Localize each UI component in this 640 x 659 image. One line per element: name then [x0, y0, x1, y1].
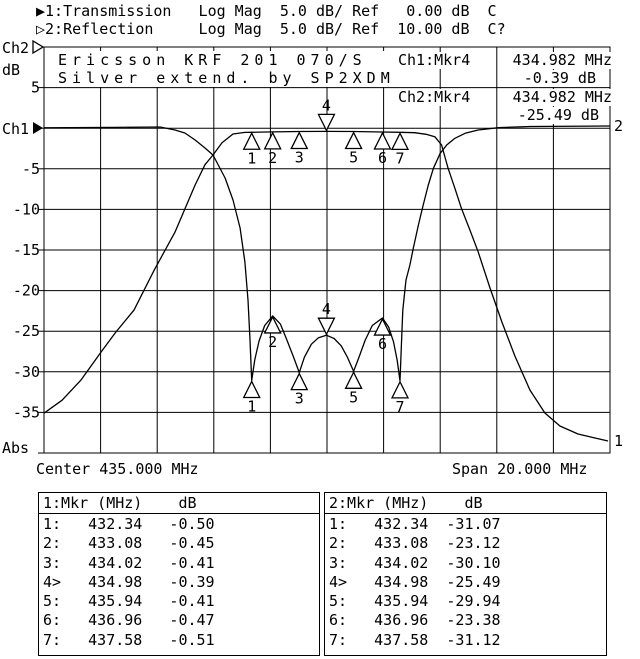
marker-icon: [290, 372, 309, 391]
trace-title-box: Ericsson KRF 201 070/S Silver extend. by…: [56, 51, 397, 87]
table-row: 6: 436.96 -0.47: [43, 611, 215, 630]
svg-text:4: 4: [322, 300, 331, 318]
marker-icon: [344, 131, 363, 150]
channel-2-header: ▷2:Reflection Log Mag 5.0 dB/ Ref 10.00 …: [36, 20, 506, 38]
channel-1-header: ▶1:Transmission Log Mag 5.0 dB/ Ref 0.00…: [36, 2, 497, 20]
markers-ch1: 1 2 3 4 5 6 7: [242, 96, 410, 167]
table-row: 6: 436.96 -23.38: [329, 611, 501, 630]
svg-text:-5: -5: [22, 160, 40, 178]
svg-text:2: 2: [268, 333, 277, 351]
ch1-marker-readout-label: Ch1:Mkr4: [398, 51, 471, 69]
marker-icon: [242, 380, 261, 399]
marker-icon: [373, 317, 392, 336]
marker-table-ch2-body: 1: 432.34 -31.07 2: 433.08 -23.12 3: 434.0…: [325, 514, 606, 650]
table-row: 7: 437.58 -31.12: [329, 630, 501, 649]
marker-icon: [390, 380, 410, 399]
table-row: 7: 437.58 -0.51: [43, 630, 215, 649]
ch2-ref-arrow-icon: [32, 39, 45, 55]
trace-end-label-ch1: 1: [614, 432, 623, 450]
svg-text:-15: -15: [13, 241, 40, 259]
svg-text:2: 2: [614, 117, 623, 135]
span-frequency-label: Span 20.000 MHz: [452, 460, 588, 478]
svg-text:5: 5: [349, 149, 358, 167]
svg-text:2: 2: [268, 149, 277, 167]
svg-text:1: 1: [247, 149, 256, 167]
table-row: 3: 434.02 -0.41: [43, 553, 215, 572]
table-row: 5: 435.94 -0.41: [43, 592, 215, 611]
svg-text:7: 7: [395, 398, 404, 416]
table-row: 5: 435.94 -29.94: [329, 592, 501, 611]
table-row: 1: 432.34 -0.50: [43, 515, 215, 533]
marker-icon: [390, 131, 410, 150]
ch1-ref-arrow-icon: [33, 122, 43, 134]
marker-table-ch1-body: 1: 432.34 -0.50 2: 433.08 -0.45 3: 434.02 …: [39, 514, 319, 650]
table-row: 2: 433.08 -23.12: [329, 534, 501, 553]
svg-text:-30: -30: [13, 363, 40, 381]
trace-title: Ericsson KRF 201 070/S: [56, 51, 397, 69]
marker-icon: [373, 131, 392, 150]
svg-text:5: 5: [349, 388, 358, 406]
ch2-marker-readout-label: Ch2:Mkr4: [398, 88, 471, 106]
marker-table-ch1-header: 1:Mkr (MHz) dB: [39, 493, 319, 514]
y-axis-labels: 5 -5 -10 -15 -20 -25 -30 -35 Ch2 dB Ch1 Abs: [2, 39, 45, 457]
trace-end-label-ch2: 2: [614, 117, 623, 135]
svg-text:1: 1: [247, 397, 256, 415]
abs-axis-label: Abs: [2, 439, 29, 457]
svg-text:7: 7: [395, 149, 404, 167]
ch1-axis-label: Ch1: [2, 120, 29, 138]
svg-text:4: 4: [322, 96, 331, 114]
trace-subtitle: Silver extend. by SP2XDM: [56, 69, 397, 87]
svg-text:1: 1: [614, 432, 623, 450]
marker-icon: [263, 131, 282, 150]
active-marker-icon: [317, 113, 336, 132]
table-row: 1: 432.34 -31.07: [329, 515, 501, 533]
marker-icon: [290, 131, 309, 150]
marker-table-ch2: 2:Mkr (MHz) dB 1: 432.34 -31.07 2: 433.08…: [324, 492, 607, 656]
grid: [38, 46, 611, 454]
table-row: 2: 433.08 -0.45: [43, 534, 215, 553]
svg-text:-20: -20: [13, 282, 40, 300]
svg-text:-35: -35: [13, 403, 40, 421]
svg-text:6: 6: [378, 149, 387, 167]
svg-text:6: 6: [378, 335, 387, 353]
active-marker-icon: [317, 317, 336, 336]
marker-icon: [263, 315, 282, 334]
db-axis-label: dB: [2, 61, 20, 79]
marker-icon: [242, 131, 261, 150]
marker-table-ch1: 1:Mkr (MHz) dB 1: 432.34 -0.50 2: 433.08 …: [38, 492, 320, 656]
svg-text:-10: -10: [13, 200, 40, 218]
table-row: 4> 434.98 -25.49: [329, 572, 501, 591]
svg-text:3: 3: [295, 390, 304, 408]
svg-text:-25: -25: [13, 322, 40, 340]
marker-icon: [344, 370, 363, 389]
ch2-marker-readout-freq: 434.982 MHz: [512, 88, 612, 106]
ch2-axis-label: Ch2: [2, 39, 29, 57]
marker-table-ch2-header: 2:Mkr (MHz) dB: [325, 493, 606, 514]
svg-text:5: 5: [31, 79, 40, 97]
trace-ch1: [43, 130, 609, 442]
ch1-marker-readout-value: -0.39 dB: [523, 69, 596, 87]
table-row: 3: 434.02 -30.10: [329, 553, 501, 572]
svg-text:3: 3: [295, 149, 304, 167]
table-row: 4> 434.98 -0.39: [43, 572, 215, 591]
center-frequency-label: Center 435.000 MHz: [36, 460, 199, 478]
ch1-marker-readout-freq: 434.982 MHz: [512, 51, 612, 69]
ch2-marker-readout-value: -25.49 dB: [517, 106, 599, 124]
trace-ch2: [43, 125, 611, 382]
markers-ch2: 1 2 3 4 5 6 7: [242, 300, 410, 416]
